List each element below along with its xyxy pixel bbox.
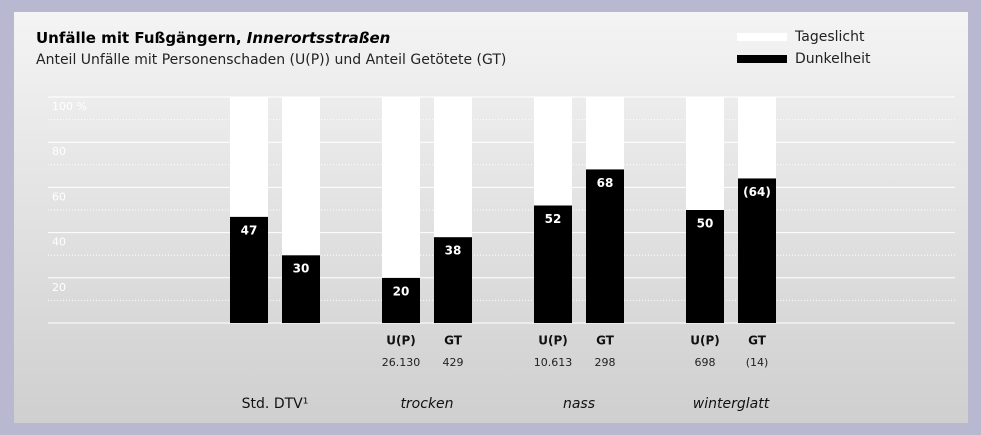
x-tick-label: U(P): [690, 334, 720, 348]
bar-segment: [686, 210, 724, 323]
title-main: Unfälle mit Fußgängern,: [36, 29, 242, 47]
value-label: 38: [445, 244, 462, 258]
bar-segment: [230, 97, 268, 217]
y-tick-label: 100 %: [52, 100, 87, 113]
bar-segment: [586, 97, 624, 170]
x-tick-label: U(P): [386, 334, 416, 348]
panel: [14, 12, 968, 423]
bar-segment: [282, 255, 320, 323]
value-label: (64): [743, 185, 771, 199]
bar-segment: [230, 216, 268, 323]
bar-segment: [738, 178, 776, 323]
value-label: 30: [293, 262, 310, 276]
value-label: 20: [393, 284, 410, 298]
count-label: 698: [695, 356, 716, 369]
subtitle: Anteil Unfälle mit Personenschaden (U(P)…: [36, 52, 506, 68]
count-label: 429: [443, 356, 464, 369]
bar-segment: [382, 277, 420, 323]
bar-segment: [434, 237, 472, 323]
value-label: 52: [545, 212, 562, 226]
y-tick-label: 40: [52, 236, 66, 249]
bar-segment: [586, 169, 624, 323]
bar-segment: [282, 97, 320, 256]
bar-segment: [738, 97, 776, 179]
x-tick-label: GT: [748, 334, 767, 348]
title-emphasis: Innerortsstraßen: [247, 29, 391, 47]
bar-segment: [534, 97, 572, 206]
group-label: trocken: [400, 396, 453, 412]
bar-segment: [534, 205, 572, 323]
count-label: 10.613: [534, 356, 573, 369]
count-label: (14): [746, 356, 769, 369]
bar-segment: [434, 97, 472, 238]
legend-swatch: [737, 55, 787, 63]
y-tick-label: 20: [52, 281, 66, 294]
x-tick-label: GT: [444, 334, 463, 348]
value-label: 47: [241, 223, 258, 237]
group-label: nass: [563, 396, 595, 412]
x-tick-label: GT: [596, 334, 615, 348]
count-label: 298: [595, 356, 616, 369]
group-label: winterglatt: [693, 396, 770, 412]
y-tick-label: 60: [52, 190, 66, 203]
legend-label: Tageslicht: [794, 29, 865, 45]
count-label: 26.130: [382, 356, 421, 369]
bar-segment: [382, 97, 420, 278]
bar-segment: [686, 97, 724, 210]
value-label: 50: [697, 217, 714, 231]
group-label: Std. DTV¹: [242, 396, 309, 412]
value-label: 68: [597, 176, 614, 190]
chart-title: Unfälle mit Fußgängern, Innerortsstraßen: [36, 29, 390, 47]
legend-swatch: [737, 33, 787, 41]
y-tick-label: 80: [52, 145, 66, 158]
legend-label: Dunkelheit: [795, 51, 871, 67]
x-tick-label: U(P): [538, 334, 568, 348]
